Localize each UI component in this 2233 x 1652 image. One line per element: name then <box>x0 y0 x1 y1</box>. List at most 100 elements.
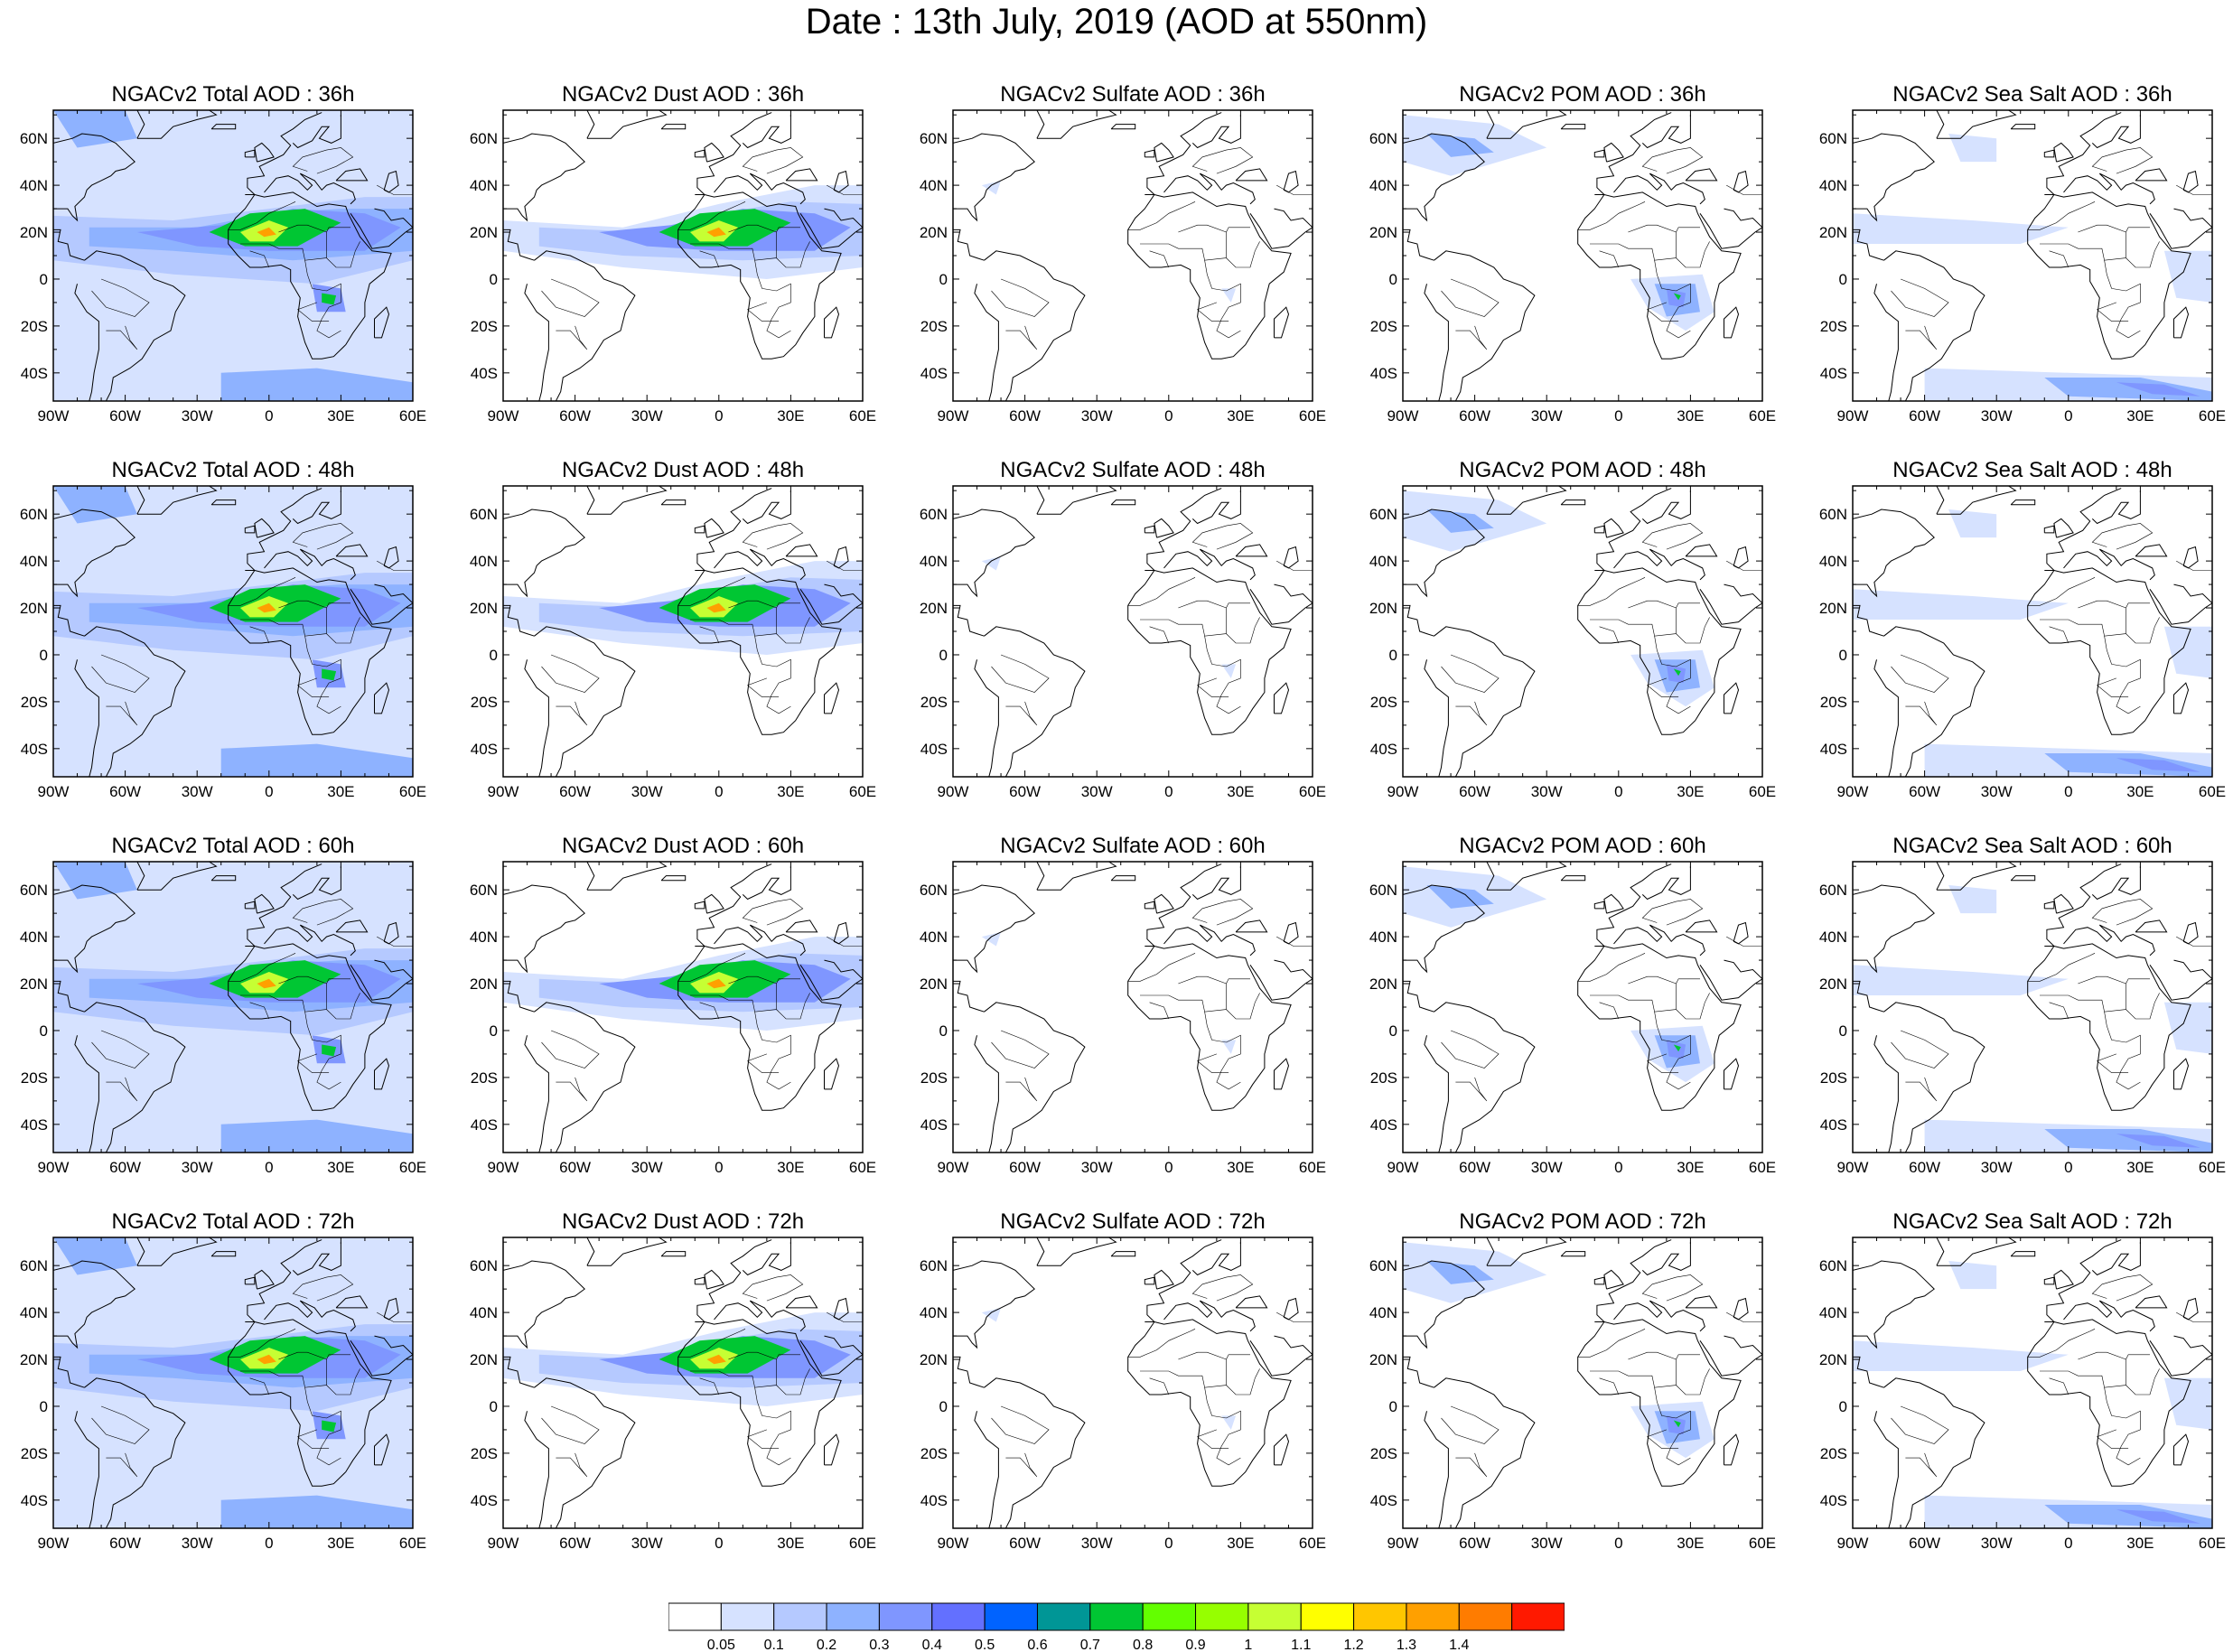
coastline <box>1853 604 1884 637</box>
aod-field <box>53 862 413 1153</box>
colorbar-label: 1.2 <box>1343 1638 1363 1652</box>
country-border <box>2126 993 2160 1020</box>
panel-title: NGACv2 POM AOD : 48h <box>1459 458 1706 482</box>
country-border <box>2078 600 2126 609</box>
lat-tick-label: 60N <box>470 130 498 147</box>
coastline <box>1883 250 1985 401</box>
colorbar-label: 0.5 <box>975 1638 995 1652</box>
colorbar-box <box>1300 1602 1355 1631</box>
country-border <box>1654 1012 1691 1090</box>
coastline <box>1127 1319 1292 1487</box>
country-border <box>297 302 330 322</box>
coastline <box>2043 901 2055 910</box>
lat-tick-label: 20S <box>471 1069 498 1087</box>
coastline <box>833 1297 849 1321</box>
coastline <box>503 1356 535 1388</box>
panel-title: NGACv2 Total AOD : 72h <box>111 1209 355 1234</box>
coastline <box>2053 893 2074 914</box>
lat-tick-label: 40N <box>470 1304 498 1321</box>
aod-contour <box>53 486 137 524</box>
lon-tick-label: 0 <box>2064 407 2072 425</box>
aod-contour <box>220 743 413 777</box>
country-border <box>1654 1387 1691 1466</box>
lon-tick-label: 90W <box>38 1535 70 1552</box>
coastline <box>2173 306 2190 339</box>
coastline <box>1424 1411 1449 1528</box>
lon-tick-label: 0 <box>265 783 273 800</box>
lat-tick-label: 40S <box>920 1116 948 1134</box>
colorbar-box <box>1247 1602 1302 1631</box>
lon-tick-label: 60E <box>849 407 876 425</box>
aod-contour <box>706 602 726 613</box>
aod-contour <box>220 368 413 401</box>
country-border <box>677 577 746 606</box>
coastline <box>1145 112 1222 195</box>
lon-tick-label: 60E <box>1749 783 1776 800</box>
lon-tick-label: 60E <box>849 1535 876 1552</box>
coastline <box>2044 863 2122 947</box>
coastline <box>1145 1239 1222 1322</box>
country-border <box>377 936 413 966</box>
coastline <box>2149 583 2212 625</box>
coastline <box>292 490 341 525</box>
map: 90W 60W 30W 0 30E 60E 60N 40N 20N 0 20S 40S <box>1369 1237 1776 1552</box>
panel-title: NGACv2 Total AOD : 48h <box>111 458 355 482</box>
lon-tick-label: 30W <box>631 783 663 800</box>
country-border <box>326 1368 360 1395</box>
coastline <box>2010 875 2036 882</box>
coastline <box>210 875 237 882</box>
country-border <box>278 1351 327 1360</box>
lat-tick-label: 0 <box>490 1022 498 1040</box>
country-border <box>1599 1377 1620 1395</box>
country-border <box>1178 975 1227 985</box>
country-border <box>1726 1311 1762 1341</box>
country-border <box>1197 302 1229 322</box>
aod-contour <box>1948 885 1997 914</box>
country-border <box>1654 260 1691 339</box>
panel-title: NGACv2 Total AOD : 36h <box>111 82 355 107</box>
coastline <box>53 133 135 222</box>
coastline <box>1154 1269 1174 1290</box>
country-border <box>1140 978 1250 1013</box>
lat-tick-label: 20S <box>1820 694 1847 711</box>
coastline <box>1145 488 1222 571</box>
lon-tick-label: 60W <box>109 1159 141 1176</box>
coastline <box>695 1239 772 1322</box>
coastline <box>1724 682 1740 714</box>
coastline <box>2091 115 2141 149</box>
coastline <box>1560 124 1586 130</box>
lon-tick-label: 30E <box>1677 1159 1704 1176</box>
coastlines <box>953 1237 1313 1528</box>
coastline <box>953 1260 1035 1349</box>
country-border <box>1905 1452 1938 1478</box>
coastline <box>53 884 135 974</box>
coastline <box>1853 980 1884 1013</box>
coastline <box>785 1295 818 1309</box>
lon-tick-label: 30W <box>182 407 213 425</box>
coastline <box>1593 901 1605 910</box>
coastline <box>503 133 585 222</box>
coastline <box>1883 1377 1985 1528</box>
coastline <box>2135 919 2168 933</box>
colorbar-box <box>1089 1602 1144 1631</box>
coastline <box>1127 943 1292 1111</box>
coastline <box>374 306 390 339</box>
coastline <box>833 546 849 569</box>
coastline <box>245 488 322 571</box>
coastline <box>1641 115 1691 149</box>
country-border <box>228 1329 296 1358</box>
country-border <box>304 636 341 714</box>
panel-title: NGACv2 Dust AOD : 48h <box>561 458 805 482</box>
coastline <box>2182 921 2199 945</box>
coastline <box>1274 306 1290 339</box>
panel-title: NGACv2 Sea Salt AOD : 60h <box>1892 834 2172 858</box>
coastline <box>292 1242 341 1276</box>
country-border <box>754 1012 791 1090</box>
lat-tick-label: 60N <box>1819 506 1847 523</box>
coastline <box>335 168 369 182</box>
coastline <box>1594 863 1672 947</box>
coastline <box>1873 1035 1899 1153</box>
coastline <box>1486 110 1567 139</box>
country-border <box>2049 1002 2069 1020</box>
coastline <box>1283 546 1299 569</box>
